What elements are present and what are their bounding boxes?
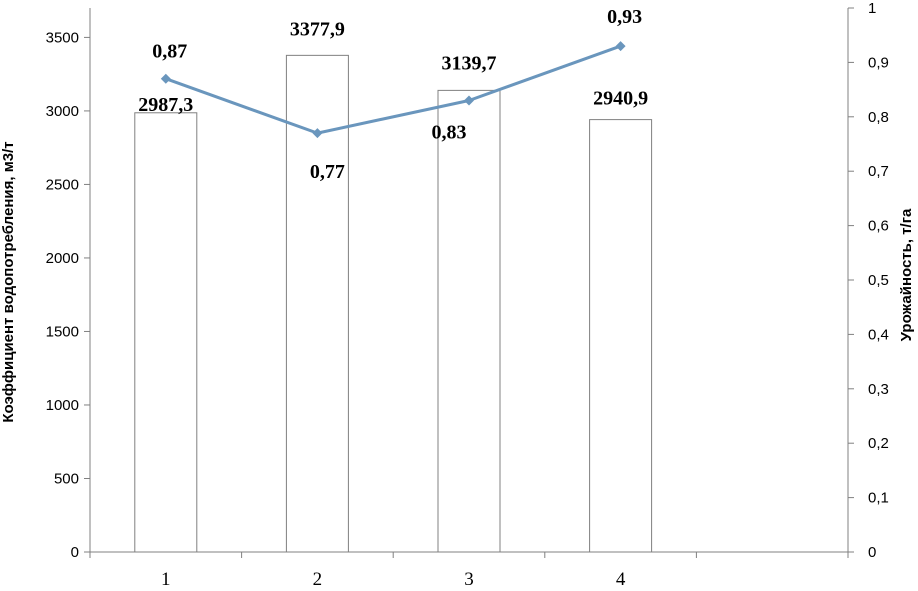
bar-value-label: 2940,9: [593, 88, 648, 110]
right-tick-label: 0,3: [868, 381, 889, 398]
left-tick-label: 1000: [46, 397, 79, 414]
line-marker: [615, 41, 626, 52]
line-marker: [464, 95, 474, 106]
right-tick-label: 0,6: [868, 218, 889, 235]
data-labels: 2987,3 3377,9 3139,7 2940,9 0,87 0,77 0,83 0,93: [138, 6, 648, 183]
right-tick-label: 0: [868, 544, 876, 561]
line-value-label: 0,83: [432, 121, 467, 143]
right-axis-title: Урожайность, т/га: [898, 208, 915, 341]
right-tick-label: 0,9: [868, 54, 889, 71]
left-tick-label: 500: [54, 470, 79, 487]
left-tick-label: 3500: [46, 29, 79, 46]
right-tick-label: 0,5: [868, 272, 889, 289]
right-tick-label: 1: [868, 0, 876, 17]
left-tick-label: 3000: [46, 103, 79, 120]
line-value-label: 0,93: [607, 6, 642, 28]
x-tick-label: 2: [313, 569, 323, 590]
bar: [589, 119, 653, 553]
right-tick-label: 0,8: [868, 109, 889, 126]
bar-value-label: 2987,3: [138, 94, 193, 116]
left-tick-label: 1500: [46, 323, 79, 340]
right-tick-label: 0,1: [868, 490, 889, 507]
bar: [134, 112, 198, 553]
bar-value-label: 3139,7: [442, 52, 497, 74]
bar: [285, 54, 349, 553]
left-tick-label: 2500: [46, 176, 79, 193]
left-tick-label: 0: [71, 544, 79, 561]
line-path: [165, 44, 622, 135]
line-value-label: 0,77: [310, 161, 345, 183]
x-tick-label: 1: [161, 569, 171, 590]
line-marker: [312, 128, 323, 139]
line-series: [160, 41, 626, 139]
left-axis-title: Коэффициент водопотребления, м3/т: [0, 141, 17, 422]
line-marker: [160, 73, 171, 84]
right-tick-label: 0,2: [868, 435, 889, 452]
x-tick-label: 3: [464, 569, 474, 590]
bar: [437, 89, 501, 553]
right-tick-label: 0,7: [868, 163, 889, 180]
bar-series: [134, 54, 653, 553]
x-tick-label: 4: [616, 569, 626, 590]
left-tick-label: 2000: [46, 250, 79, 267]
line-value-label: 0,87: [152, 41, 187, 63]
axes: 0 500 1000 1500 2000 2500 3000 3500 0 0,1 0,2 0,3 0,…: [46, 0, 889, 590]
bar-value-label: 3377,9: [290, 18, 345, 40]
right-tick-label: 0,4: [868, 326, 889, 343]
